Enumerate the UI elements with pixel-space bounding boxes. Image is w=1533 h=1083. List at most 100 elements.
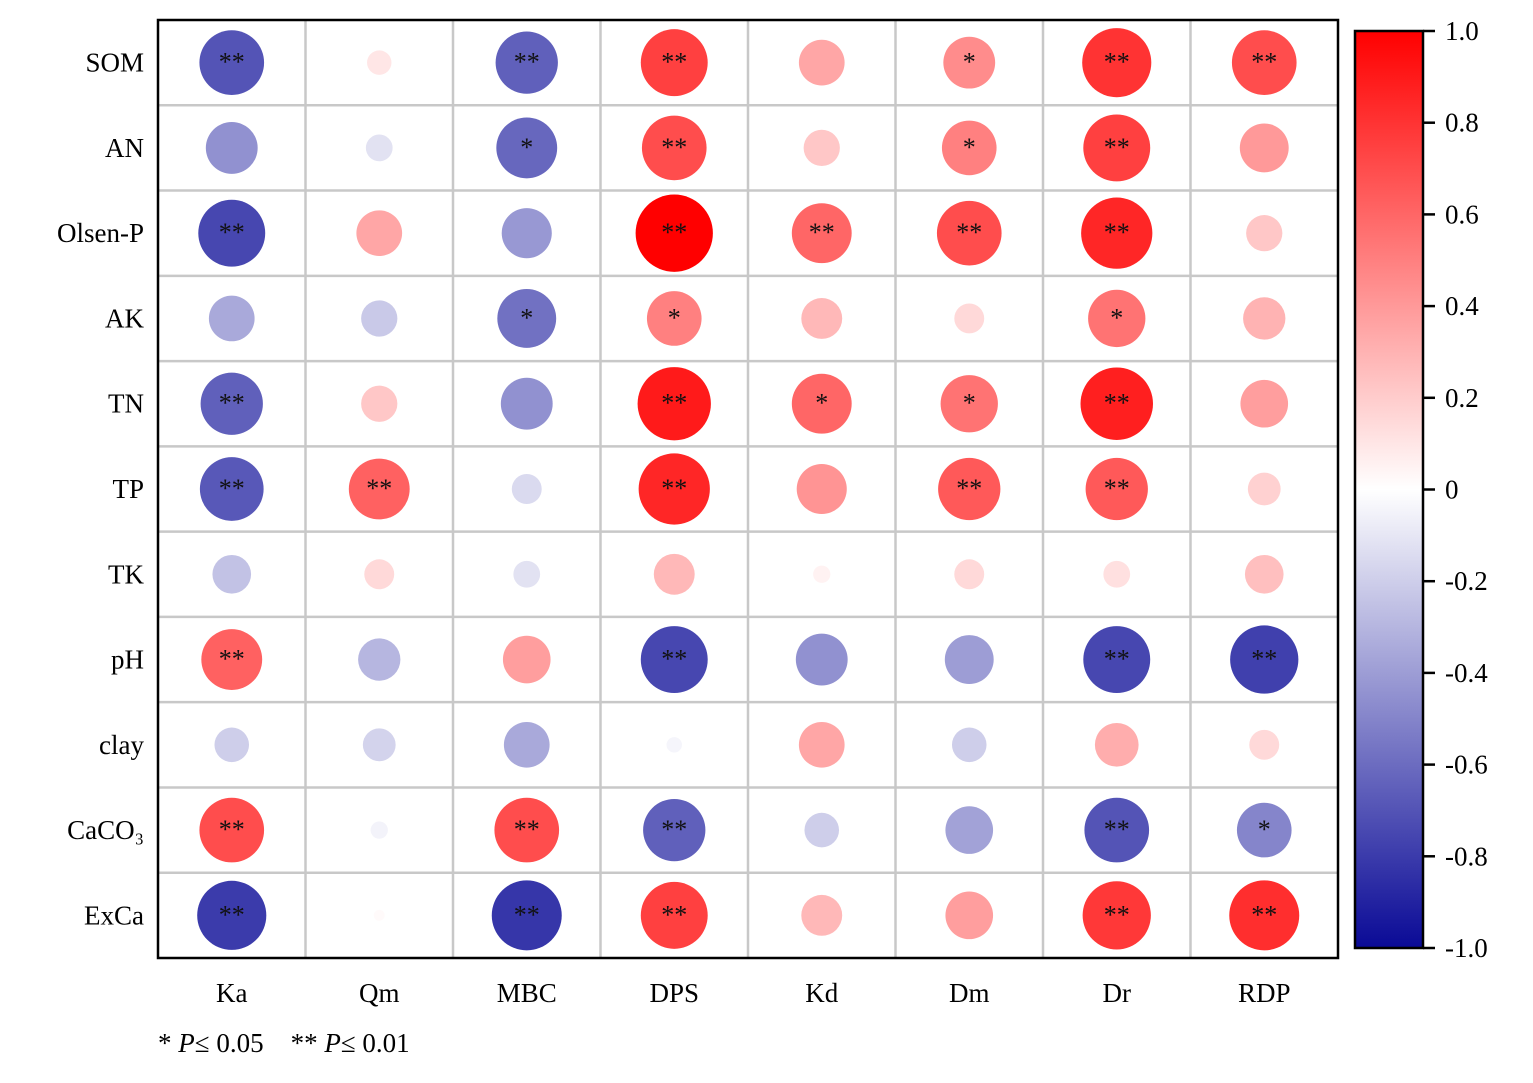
significance-mark: ** <box>1104 815 1130 844</box>
col-label-dps: DPS <box>649 978 699 1008</box>
cell-an-rdp <box>1239 123 1289 173</box>
column-labels: Ka Qm MBC DPS Kd Dm Dr RDP <box>216 978 1291 1008</box>
significance-mark: ** <box>661 474 687 503</box>
significance-mark: ** <box>219 48 245 77</box>
cell-tp-dr <box>1085 457 1148 521</box>
cell-tp-dm <box>938 457 1001 521</box>
colorbar-tick-label: 0.8 <box>1445 108 1479 138</box>
cell-ph-dps <box>640 626 708 694</box>
cell-tp-rdp <box>1247 472 1281 506</box>
significance-mark: ** <box>219 474 245 503</box>
significance-mark: * <box>1258 815 1271 844</box>
cell-tn-ka <box>200 372 263 435</box>
significance-mark: ** <box>514 900 540 929</box>
significance-mark: ** <box>1104 133 1130 162</box>
cell-tp-dps <box>638 453 710 525</box>
significance-mark: ** <box>1104 900 1130 929</box>
cell-an-ka <box>205 121 258 174</box>
cell-exca-mbc <box>491 880 562 951</box>
cell-exca-dr <box>1082 881 1151 950</box>
cell-olsen-p-dps <box>635 194 713 272</box>
significance-mark: ** <box>661 133 687 162</box>
cell-som-rdp <box>1231 30 1297 95</box>
cell-tn-dps <box>637 367 711 441</box>
significance-mark: ** <box>219 645 245 674</box>
colorbar-tick-label: 1.0 <box>1445 16 1479 46</box>
cell-tp-ka <box>199 457 264 521</box>
cell-caco-dr <box>1084 797 1150 863</box>
row-label-an: AN <box>105 133 144 163</box>
colorbar-gradient <box>1355 31 1423 948</box>
cell-tn-mbc <box>500 377 553 430</box>
cell-olsen-p-qm <box>356 210 403 257</box>
cell-caco-dm <box>945 806 994 854</box>
cell-exca-ka <box>197 880 267 950</box>
cell-tk-kd <box>813 565 831 583</box>
cell-tp-qm <box>348 458 410 520</box>
col-label-dr: Dr <box>1103 978 1132 1008</box>
significance-mark: ** <box>219 900 245 929</box>
cell-olsen-p-ka <box>198 199 266 267</box>
cell-ph-ka <box>201 629 263 690</box>
significance-mark: * <box>520 303 533 332</box>
significance-mark: ** <box>809 218 835 247</box>
significance-mark: ** <box>514 48 540 77</box>
cell-ph-mbc <box>502 635 551 684</box>
significance-mark: * <box>963 48 976 77</box>
significance-mark: ** <box>661 900 687 929</box>
cell-tk-dm <box>954 559 985 590</box>
cell-an-kd <box>803 129 840 167</box>
cell-ph-rdp <box>1230 625 1299 694</box>
colorbar-tick-label: 0.6 <box>1445 199 1479 229</box>
significance-mark: * <box>815 389 828 418</box>
cell-caco-kd <box>804 812 840 848</box>
colorbar-tick-label: -1.0 <box>1445 933 1488 963</box>
colorbar: 1.0 0.8 0.6 0.4 0.2 0 -0.2 -0.4 -0.6 -0.8 -1.0 <box>1353 16 1488 963</box>
significance-mark: ** <box>661 645 687 674</box>
cell-tn-dm <box>940 375 998 433</box>
footnote-threshold-005: ≤ 0.05 <box>194 1028 264 1058</box>
cell-som-dm <box>943 36 996 89</box>
row-label-clay: clay <box>99 730 144 760</box>
significance-mark: * <box>963 389 976 418</box>
cell-tk-dr <box>1103 560 1131 588</box>
colorbar-tick-label: -0.4 <box>1445 658 1488 688</box>
cell-ak-rdp <box>1243 297 1286 340</box>
cell-olsen-p-dr <box>1081 197 1153 269</box>
cell-clay-rdp <box>1249 729 1280 760</box>
col-label-rdp: RDP <box>1238 978 1291 1008</box>
cell-ak-dr <box>1088 289 1146 348</box>
cell-clay-dm <box>951 727 987 763</box>
cell-tp-mbc <box>511 474 542 504</box>
cell-tn-kd <box>791 373 852 434</box>
significance-mark: ** <box>661 815 687 844</box>
footnote-p-2: P <box>324 1028 341 1058</box>
colorbar-tick-label: 0.2 <box>1445 383 1479 413</box>
row-label-exca: ExCa <box>84 900 144 930</box>
cell-ak-ka <box>208 295 255 342</box>
footnote-p-1: P <box>178 1028 195 1058</box>
cell-exca-kd <box>801 894 843 936</box>
row-label-tp: TP <box>112 474 144 504</box>
cell-tk-mbc <box>513 560 541 588</box>
colorbar-tick-label: -0.2 <box>1445 566 1488 596</box>
row-label-som: SOM <box>85 48 144 78</box>
cell-exca-dm <box>945 891 994 940</box>
cell-caco-mbc <box>494 797 560 863</box>
significance-mark: ** <box>219 815 245 844</box>
significance-mark: ** <box>1104 474 1130 503</box>
cell-clay-dps <box>666 737 682 753</box>
col-label-dm: Dm <box>949 978 990 1008</box>
cell-tk-qm <box>364 559 395 590</box>
significance-mark: ** <box>1251 900 1277 929</box>
cell-an-qm <box>365 134 393 162</box>
significance-mark: ** <box>1104 389 1130 418</box>
cell-olsen-p-rdp <box>1246 215 1283 252</box>
cell-clay-kd <box>798 721 845 768</box>
cell-caco-ka <box>199 797 265 863</box>
colorbar-tick-label: 0 <box>1445 475 1459 505</box>
significance-mark: ** <box>219 389 245 418</box>
cell-som-ka <box>199 30 265 95</box>
significance-mark: ** <box>661 48 687 77</box>
